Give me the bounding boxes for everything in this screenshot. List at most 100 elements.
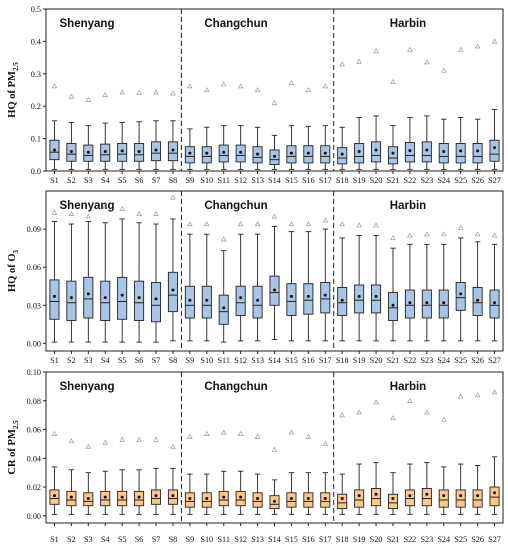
box-iqr <box>184 285 195 319</box>
box-S27 <box>489 389 500 515</box>
x-tick-label: S24 <box>437 535 450 544</box>
box-mean <box>154 297 158 301</box>
y-axis-label-subscript: 3 <box>12 250 20 254</box>
outlier-marker <box>339 61 345 67</box>
box-mean <box>120 495 124 499</box>
y-tick-label: 0.08 <box>27 397 41 406</box>
box-mean <box>374 492 378 496</box>
box-iqr <box>354 489 365 508</box>
outlier-marker <box>153 436 159 442</box>
x-tick-label: S14 <box>268 176 281 185</box>
region-label: Harbin <box>390 200 426 212</box>
y-axis-label-subscript: 2.5 <box>12 62 20 71</box>
box-mean <box>103 296 107 300</box>
outlier-marker <box>51 430 58 436</box>
box-mean <box>391 151 395 155</box>
x-tick-label: S25 <box>454 176 467 185</box>
outlier-marker <box>322 440 329 447</box>
y-axis-label: HQ of PM2.5 <box>7 62 20 118</box>
box-iqr <box>100 280 111 321</box>
outlier-marker <box>85 213 92 219</box>
box-S15 <box>286 221 297 342</box>
box-iqr <box>117 276 128 320</box>
box-S3 <box>83 443 94 515</box>
outlier-marker <box>491 38 498 44</box>
box-S1 <box>49 430 60 515</box>
outlier-marker <box>220 429 227 435</box>
box-iqr <box>455 281 466 311</box>
box-mean <box>289 497 293 501</box>
outlier-marker <box>68 210 75 216</box>
x-tick-label: S12 <box>234 535 247 544</box>
box-S21 <box>387 415 399 515</box>
outlier-marker <box>51 209 58 215</box>
box-mean <box>171 288 175 292</box>
box-iqr <box>286 283 297 316</box>
box-mean <box>374 148 378 152</box>
box-mean <box>273 499 276 503</box>
box-mean <box>391 303 395 307</box>
y-tick-label: 0.00 <box>27 512 41 521</box>
box-mean <box>239 495 243 499</box>
outlier-marker <box>136 210 142 216</box>
box-mean <box>256 298 260 302</box>
x-tick-label: S13 <box>251 176 264 185</box>
x-tick-label: S25 <box>454 356 467 365</box>
box-S14 <box>269 446 280 515</box>
outlier-marker <box>373 48 379 54</box>
outlier-marker <box>254 433 261 439</box>
box-mean <box>86 497 90 501</box>
box-S10 <box>201 87 212 170</box>
box-S20 <box>371 48 382 170</box>
box-mean <box>256 152 260 156</box>
box-mean <box>289 294 293 298</box>
x-tick-label: S16 <box>302 176 315 185</box>
x-tick-label: S12 <box>234 176 247 185</box>
box-mean <box>323 497 327 501</box>
box-iqr <box>421 141 432 163</box>
box-iqr <box>201 146 212 164</box>
box-S22 <box>404 397 415 515</box>
box-mean <box>306 497 310 501</box>
box-mean <box>137 296 141 300</box>
box-S10 <box>201 221 212 342</box>
box-S13 <box>252 87 263 170</box>
outlier-marker <box>356 409 362 415</box>
x-tick-label: S22 <box>404 535 417 544</box>
box-mean <box>103 150 107 154</box>
box-S1 <box>49 209 60 343</box>
box-mean <box>323 293 327 297</box>
box-mean <box>256 497 260 501</box>
box-iqr <box>83 276 94 319</box>
box-mean <box>52 148 56 152</box>
box-mean <box>222 150 226 154</box>
outlier-marker <box>220 236 227 242</box>
box-S12 <box>235 221 246 342</box>
box-S25 <box>455 224 466 342</box>
x-tick-label: S10 <box>200 535 213 544</box>
x-tick-label: S5 <box>118 535 127 544</box>
box-S19 <box>354 58 365 170</box>
box-S26 <box>472 392 483 515</box>
x-tick-label: S27 <box>488 356 501 365</box>
box-S4 <box>100 203 111 343</box>
outlier-marker <box>102 439 109 445</box>
outlier-marker <box>491 232 498 238</box>
box-mean <box>357 294 361 298</box>
y-tick-label: 0.06 <box>27 263 41 272</box>
outlier-marker <box>440 231 447 237</box>
box-S17 <box>320 83 331 170</box>
box-mean <box>137 150 141 154</box>
box-mean <box>188 497 192 501</box>
outlier-marker <box>390 78 396 85</box>
y-tick-label: 0.3 <box>31 70 41 79</box>
box-mean <box>340 152 344 156</box>
box-S16 <box>303 87 314 170</box>
box-S22 <box>404 46 415 170</box>
x-tick-label: S8 <box>169 535 178 544</box>
box-mean <box>154 494 158 498</box>
box-mean <box>188 298 192 302</box>
x-tick-label: S1 <box>50 535 59 544</box>
outlier-marker <box>356 58 362 64</box>
box-mean <box>222 306 226 310</box>
